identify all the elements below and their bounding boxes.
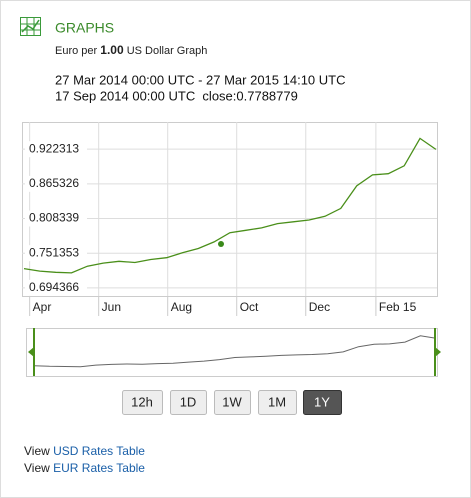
y-tick-bg [25, 210, 87, 227]
range-button[interactable] [258, 390, 297, 415]
x-tick-label: Aug [171, 300, 192, 314]
subtitle-suffix: US Dollar Graph [127, 45, 208, 57]
navigator-grip [28, 347, 34, 357]
hover-info: 17 Sep 2014 00:00 UTC close:0.7788779 [55, 88, 298, 103]
y-tick-label: 0.922313 [29, 141, 79, 155]
graphs-icon [20, 17, 41, 36]
navigator-line [33, 335, 436, 368]
y-tick-label: 0.694366 [29, 280, 79, 294]
subtitle: Euro per 1.00 US Dollar Graph [55, 43, 207, 57]
link-prefix: View [24, 461, 50, 475]
x-tick-label: Oct [240, 300, 259, 314]
range-buttons: 12h 1D 1W 1M 1Y [122, 390, 342, 415]
link-row: View EUR Rates Table [24, 461, 145, 475]
range-button-label[interactable]: 1M [268, 394, 286, 409]
y-tick-bg [25, 245, 87, 262]
title: GRAPHS [55, 20, 114, 36]
range-button-label[interactable]: 1Y [314, 394, 330, 409]
range-button[interactable] [303, 390, 342, 415]
y-tick-bg [25, 141, 87, 158]
y-tick-bg [25, 279, 87, 296]
y-tick-label: 0.865326 [29, 176, 79, 190]
y-tick-label: 0.751353 [29, 245, 79, 259]
subtitle-prefix: Euro per [55, 45, 98, 57]
range-button-label[interactable]: 1W [222, 394, 242, 409]
x-tick-label: Apr [33, 300, 52, 314]
navigator-grip [435, 347, 441, 357]
plot: Apr Jun Aug Oct Dec Feb 15 0.694366 0.751353 0.8… [22, 122, 438, 316]
range: 27 Mar 2014 00:00 UTC - 27 Mar 2015 14:1… [55, 72, 345, 87]
range-button[interactable] [170, 390, 207, 415]
x-tick-label: Dec [309, 300, 330, 314]
link-prefix: View [24, 444, 50, 458]
x-tick-label: Jun [102, 300, 121, 314]
hover-dot [218, 241, 224, 247]
x-tick-label: Feb 15 [379, 300, 417, 314]
link-row: View USD Rates Table [24, 444, 145, 458]
range-button[interactable] [214, 390, 251, 415]
range-button-label[interactable]: 1D [180, 394, 197, 409]
link[interactable]: USD Rates Table [53, 444, 145, 458]
amount: 1.00 [100, 43, 124, 57]
link[interactable]: EUR Rates Table [53, 461, 145, 475]
range-button[interactable] [122, 390, 163, 415]
navigator [26, 328, 441, 377]
range-button-label[interactable]: 12h [131, 394, 153, 409]
navigator-area [26, 328, 438, 377]
plot-area [22, 122, 438, 297]
y-tick-label: 0.808339 [29, 211, 79, 225]
y-tick-bg [25, 175, 87, 192]
series-line [23, 137, 437, 274]
